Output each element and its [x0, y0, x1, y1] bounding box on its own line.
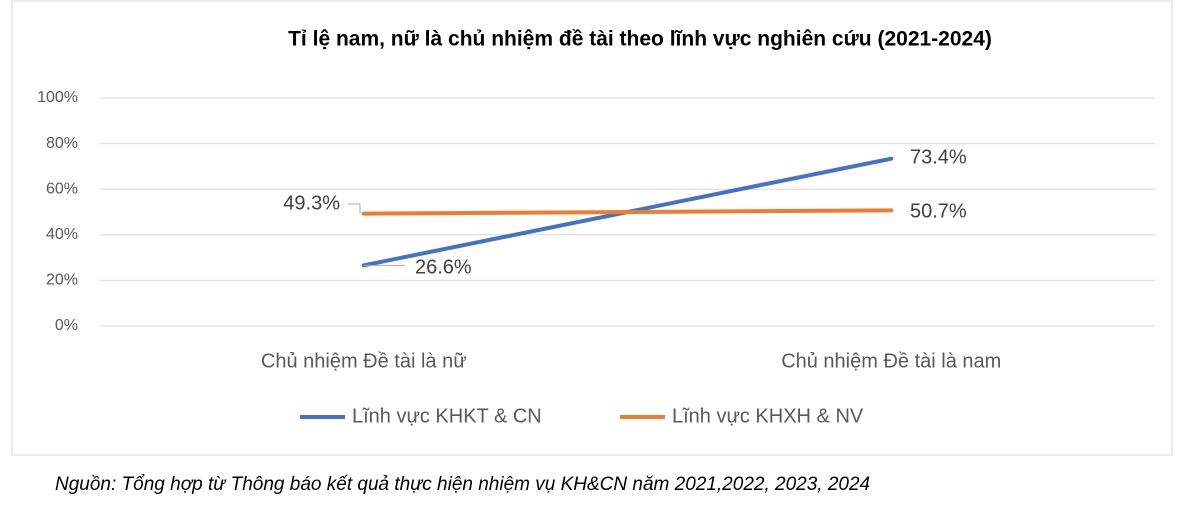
y-tick-label: 40%	[46, 226, 78, 243]
x-tick-label: Chủ nhiệm Đề tài là nữ	[261, 350, 467, 372]
y-tick-label: 80%	[46, 135, 78, 152]
y-tick-label: 100%	[37, 89, 78, 106]
chart-title: Tỉ lệ nam, nữ là chủ nhiệm đề tài theo l…	[288, 28, 992, 51]
data-label: 49.3%	[283, 192, 340, 214]
data-label: 73.4%	[910, 146, 967, 168]
y-tick-label: 20%	[46, 272, 78, 289]
legend-label: Lĩnh vực KHKT & CN	[352, 405, 542, 427]
y-tick-label: 60%	[46, 180, 78, 197]
chart-frame	[11, 0, 1173, 456]
source-note: Nguồn: Tổng hợp từ Thông báo kết quả thự…	[55, 474, 870, 495]
series-line	[361, 208, 894, 216]
data-label: 50.7%	[910, 200, 967, 222]
y-tick-label: 0%	[55, 317, 78, 334]
leader-line	[348, 203, 361, 214]
x-tick-label: Chủ nhiệm Đề tài là nam	[781, 350, 1001, 372]
legend-label: Lĩnh vực KHXH & NV	[672, 405, 864, 427]
data-label: 26.6%	[415, 256, 472, 278]
